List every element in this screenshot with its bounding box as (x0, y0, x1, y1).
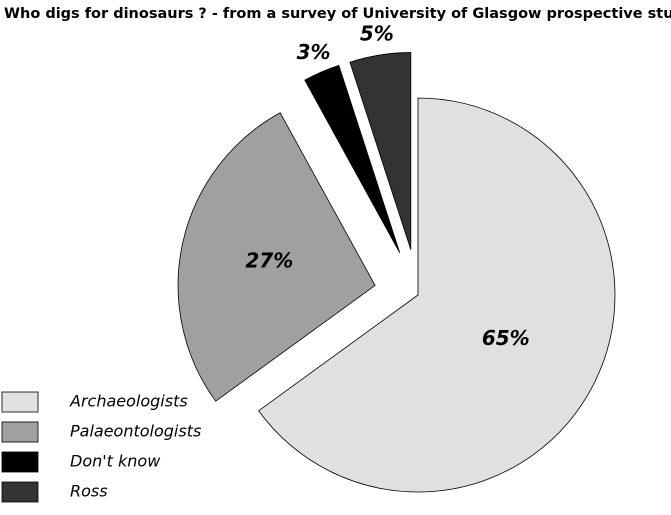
pie-slice (304, 64, 401, 253)
legend-label: Ross (70, 482, 108, 501)
slice-label: 3% (297, 40, 331, 64)
pie-slice (349, 52, 412, 250)
legend-swatch (1, 451, 39, 473)
legend-swatch (1, 391, 39, 413)
chart-title: Who digs for dinosaurs ? - from a survey… (4, 6, 671, 22)
legend-label: Don't know (70, 452, 161, 471)
slice-label: 27% (245, 248, 293, 272)
slice-label: 65% (482, 326, 530, 350)
legend-swatch (1, 421, 39, 443)
legend-label: Archaeologists (69, 392, 188, 411)
legend-label: Palaeontologists (70, 422, 201, 441)
slice-label: 5% (360, 22, 394, 46)
pie-slice (177, 112, 376, 402)
legend-swatch (1, 481, 39, 503)
pie-slice (258, 97, 616, 493)
